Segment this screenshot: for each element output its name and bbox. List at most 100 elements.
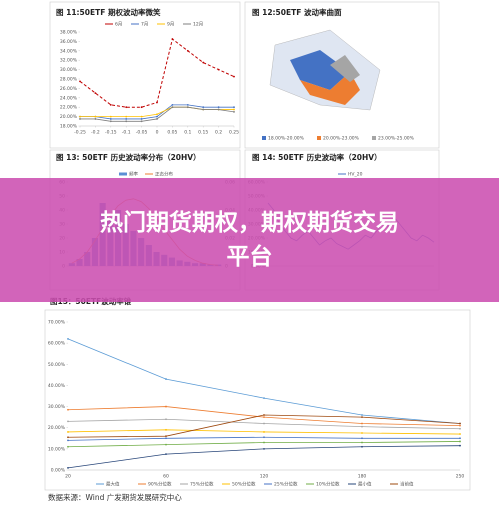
point [202,108,205,111]
point [67,431,69,433]
x-tick-label: 120 [260,474,269,480]
point [361,432,363,434]
point [67,439,69,442]
panel-frame [49,1,241,149]
legend-label: 频率 [129,171,138,178]
legend-label: 25%分位数 [274,481,298,488]
point [186,106,189,109]
y-tick-label: 20.00% [60,114,78,120]
point [67,436,69,439]
surface-band [290,50,350,90]
panel-frame [244,1,440,149]
chart-title: 图 13: 50ETF 历史波动率分布（20HV） [56,152,201,162]
y-tick-label: 38.00% [60,30,78,36]
point [140,115,143,118]
point [459,433,461,435]
x-tick-label: -0.2 [91,130,100,136]
point [217,68,220,71]
point [79,118,81,120]
point [171,103,174,106]
y-tick-label: 60.00% [48,341,66,347]
source: 数据来源：Wind 广发期货发展研究中心 [48,492,182,502]
y-tick-label: 28.00% [60,77,78,83]
x-tick-label: 0.1 [184,130,191,136]
legend-label: 75%分位数 [190,481,214,488]
y-tick-label: 26.00% [60,86,78,92]
point [171,106,174,109]
legend-label: 7月 [141,22,148,28]
point [202,61,205,64]
point [67,445,69,448]
series-line [79,38,235,108]
legend-label: 23.00%-25.00% [378,136,415,142]
legend-swatch [317,136,321,140]
point [125,106,128,109]
point [263,447,265,450]
point [361,441,363,444]
point [79,80,81,83]
point [165,437,167,440]
point [186,103,189,106]
point [263,416,265,419]
point [109,103,112,106]
x-tick-label: 60 [163,474,169,480]
x-tick-label: 0.05 [167,130,177,136]
point [171,38,174,40]
panel-title: 图 12:50ETF 波动率曲面 [252,7,342,17]
point [263,431,265,433]
point [109,118,112,120]
y-tick-label: 36.00% [60,39,78,45]
point [459,422,461,425]
point [263,422,265,425]
point [165,405,167,408]
surface-band [330,55,360,82]
legend-swatch [262,136,266,140]
x-tick-label: -0.25 [74,130,86,136]
legend: 18.00%-20.00% 20.00%-23.00% 23.00%-25.00% [262,136,415,142]
y-tick-label: 50.00% [48,362,66,368]
legend-label: 90%分位数 [148,481,172,488]
point [361,422,363,425]
point [140,106,143,109]
x-tick-label: -0.1 [122,130,131,136]
y-tick-label: 34.00% [60,48,78,54]
y-tick-label: 10.00% [48,446,66,452]
point [361,437,363,440]
legend-label: 最大值 [106,481,120,488]
point [140,120,143,123]
banner-title: 热门期货期权，期权期货交易平台 [100,210,399,270]
point [217,108,220,111]
x-tick-label: 180 [358,474,367,480]
point [459,444,461,447]
point [165,453,167,456]
legend-label: 20.00%-23.00% [323,136,360,142]
point [186,49,189,52]
point [459,424,461,427]
y-tick-label: 22.00% [60,105,78,111]
point [361,445,363,448]
point [165,378,167,380]
point [156,101,158,104]
legend-label: 9月 [167,22,174,28]
legend-label: 正态分布 [155,171,173,178]
legend-label: 6月 [115,22,122,28]
chart-title: 图 14: 50ETF 历史波动率（20HV） [252,152,382,162]
point [79,115,81,118]
x-tick-label: -0.15 [105,130,117,136]
legend-label: 最小值 [358,481,372,488]
surface-band [300,72,360,105]
point [263,441,265,444]
point [202,106,205,109]
point [459,440,461,443]
point [109,115,112,118]
legend-label: 18.00%-20.00% [268,136,305,142]
y-tick-label: 0.00% [51,468,66,474]
y-tick-label: 30.00% [48,404,66,410]
point [165,418,167,421]
x-tick-label: 250 [456,474,465,480]
legend-label: 50%分位数 [232,481,256,488]
point [125,118,128,120]
point [233,111,235,113]
point [94,115,97,118]
